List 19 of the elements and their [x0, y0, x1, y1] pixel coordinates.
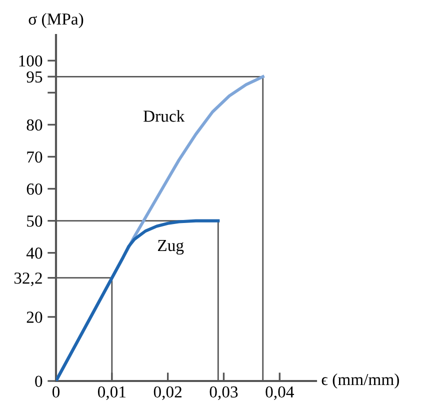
x-tick-label: 0,03: [210, 386, 238, 400]
y-tick-label: 20: [26, 312, 42, 323]
x-tick-label: 0,04: [266, 386, 294, 400]
y-tick-label: 100: [19, 55, 42, 67]
y-tick-label: 80: [26, 119, 42, 131]
series-label: Druck: [143, 110, 185, 122]
y-tick-label: 32,2: [14, 272, 42, 286]
x-tick-label: 0,02: [154, 386, 182, 400]
y-tick-label: 60: [26, 183, 42, 195]
y-tick-label: 70: [27, 151, 42, 163]
y-tick-label: 0: [35, 376, 42, 387]
y-tick-label: 50: [27, 216, 42, 227]
x-tick-label: 0,01: [98, 386, 126, 400]
x-tick-label: 0: [52, 386, 60, 398]
y-axis-title: σ (MPa): [28, 12, 84, 28]
x-axis-title: ϵ (mm/mm): [322, 373, 399, 389]
y-tick-label: 95: [26, 71, 42, 83]
series-label: Zug: [158, 240, 184, 255]
y-tick-label: 40: [26, 248, 42, 259]
